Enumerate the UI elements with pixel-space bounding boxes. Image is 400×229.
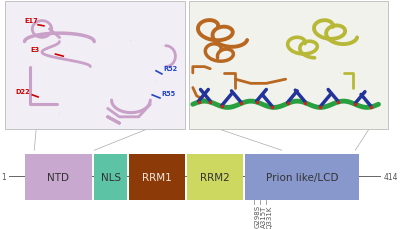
Text: R55: R55 — [162, 90, 176, 96]
Text: E3: E3 — [30, 47, 40, 53]
Text: A315T: A315T — [261, 204, 267, 227]
Text: Prion like/LCD: Prion like/LCD — [266, 173, 338, 183]
Text: 1: 1 — [1, 172, 6, 181]
FancyBboxPatch shape — [245, 155, 359, 201]
FancyBboxPatch shape — [129, 155, 185, 201]
Text: R52: R52 — [164, 65, 178, 71]
FancyBboxPatch shape — [187, 155, 243, 201]
Text: RRM2: RRM2 — [200, 173, 230, 183]
FancyBboxPatch shape — [5, 2, 185, 130]
Text: Q331K: Q331K — [267, 204, 273, 228]
Text: 414: 414 — [384, 172, 398, 181]
FancyBboxPatch shape — [189, 2, 388, 130]
Text: E17: E17 — [24, 18, 38, 24]
Text: RRM1: RRM1 — [142, 173, 172, 183]
Text: NLS: NLS — [100, 173, 121, 183]
Text: G298S: G298S — [255, 204, 261, 227]
FancyBboxPatch shape — [24, 155, 92, 201]
Text: D22: D22 — [15, 88, 30, 94]
FancyBboxPatch shape — [94, 155, 127, 201]
Text: NTD: NTD — [47, 173, 69, 183]
